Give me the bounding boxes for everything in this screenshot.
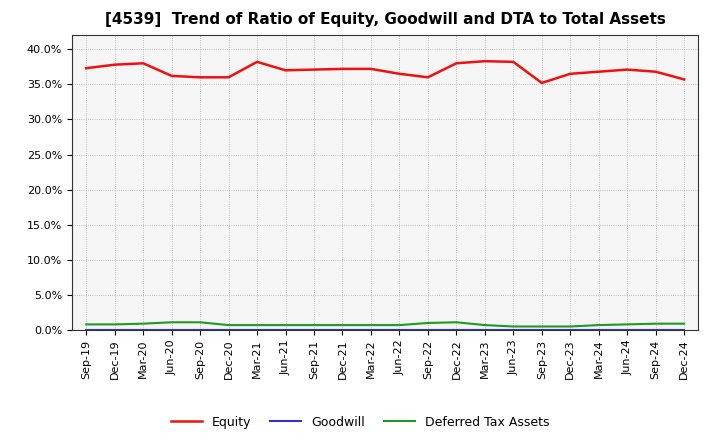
Equity: [167, 73, 176, 79]
Equity: [310, 67, 318, 72]
Deferred Tax Assets: [253, 323, 261, 328]
Goodwill: [366, 327, 375, 333]
Equity: [110, 62, 119, 67]
Deferred Tax Assets: [652, 321, 660, 326]
Deferred Tax Assets: [680, 321, 688, 326]
Deferred Tax Assets: [509, 324, 518, 329]
Title: [4539]  Trend of Ratio of Equity, Goodwill and DTA to Total Assets: [4539] Trend of Ratio of Equity, Goodwil…: [105, 12, 665, 27]
Deferred Tax Assets: [480, 323, 489, 328]
Goodwill: [253, 327, 261, 333]
Line: Deferred Tax Assets: Deferred Tax Assets: [86, 322, 684, 326]
Equity: [480, 59, 489, 64]
Equity: [452, 61, 461, 66]
Goodwill: [310, 327, 318, 333]
Equity: [623, 67, 631, 72]
Deferred Tax Assets: [110, 322, 119, 327]
Equity: [652, 69, 660, 74]
Goodwill: [423, 327, 432, 333]
Deferred Tax Assets: [82, 322, 91, 327]
Equity: [395, 71, 404, 77]
Deferred Tax Assets: [537, 324, 546, 329]
Legend: Equity, Goodwill, Deferred Tax Assets: Equity, Goodwill, Deferred Tax Assets: [166, 411, 554, 434]
Goodwill: [225, 327, 233, 333]
Deferred Tax Assets: [139, 321, 148, 326]
Goodwill: [480, 327, 489, 333]
Equity: [139, 61, 148, 66]
Goodwill: [196, 327, 204, 333]
Goodwill: [566, 327, 575, 333]
Deferred Tax Assets: [338, 323, 347, 328]
Goodwill: [167, 327, 176, 333]
Equity: [595, 69, 603, 74]
Equity: [566, 71, 575, 77]
Deferred Tax Assets: [395, 323, 404, 328]
Deferred Tax Assets: [566, 324, 575, 329]
Deferred Tax Assets: [196, 319, 204, 325]
Deferred Tax Assets: [452, 319, 461, 325]
Deferred Tax Assets: [423, 320, 432, 326]
Goodwill: [282, 327, 290, 333]
Goodwill: [509, 327, 518, 333]
Equity: [366, 66, 375, 72]
Goodwill: [595, 327, 603, 333]
Goodwill: [110, 327, 119, 333]
Goodwill: [139, 327, 148, 333]
Equity: [82, 66, 91, 71]
Line: Equity: Equity: [86, 61, 684, 83]
Equity: [680, 77, 688, 82]
Equity: [282, 68, 290, 73]
Equity: [253, 59, 261, 65]
Goodwill: [452, 327, 461, 333]
Goodwill: [338, 327, 347, 333]
Deferred Tax Assets: [167, 319, 176, 325]
Goodwill: [537, 327, 546, 333]
Goodwill: [652, 327, 660, 333]
Equity: [537, 80, 546, 85]
Deferred Tax Assets: [225, 323, 233, 328]
Equity: [423, 75, 432, 80]
Equity: [196, 75, 204, 80]
Equity: [225, 75, 233, 80]
Equity: [509, 59, 518, 65]
Deferred Tax Assets: [623, 322, 631, 327]
Deferred Tax Assets: [595, 323, 603, 328]
Goodwill: [623, 327, 631, 333]
Deferred Tax Assets: [282, 323, 290, 328]
Deferred Tax Assets: [366, 323, 375, 328]
Goodwill: [82, 327, 91, 333]
Equity: [338, 66, 347, 72]
Goodwill: [680, 327, 688, 333]
Goodwill: [395, 327, 404, 333]
Deferred Tax Assets: [310, 323, 318, 328]
